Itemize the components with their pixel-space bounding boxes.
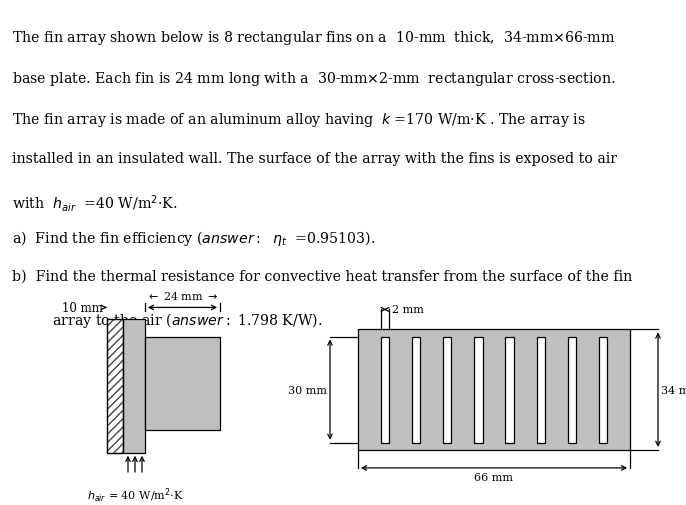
Bar [145, 337, 220, 430]
Bar [568, 337, 576, 443]
Bar [443, 337, 451, 443]
Text: base plate. Each fin is 24 mm long with a  30-mm$\times$2-mm  rectangular cross-: base plate. Each fin is 24 mm long with … [12, 70, 616, 88]
Text: with  $h_\mathit{air}$  =40 W/m$^2$$\cdot$K.: with $h_\mathit{air}$ =40 W/m$^2$$\cdot$… [12, 193, 178, 214]
Bar [506, 337, 514, 443]
Bar [107, 320, 123, 453]
Text: b)  Find the thermal resistance for convective heat transfer from the surface of: b) Find the thermal resistance for conve… [12, 269, 632, 283]
Bar [536, 337, 545, 443]
Text: 10 mm: 10 mm [62, 301, 103, 314]
Text: The fin array shown below is 8 rectangular fins on a  10-mm  thick,  34-mm$\time: The fin array shown below is 8 rectangul… [12, 29, 616, 47]
Bar [474, 337, 482, 443]
Text: The fin array is made of an aluminum alloy having  $k$ =170 W/m$\cdot$K . The ar: The fin array is made of an aluminum all… [12, 111, 586, 129]
Text: 34 mm: 34 mm [661, 385, 686, 395]
Text: a)  Find the fin efficiency ($\mathit{answer:}$  $\eta_t$  =0.95103).: a) Find the fin efficiency ($\mathit{ans… [12, 228, 376, 247]
Text: 66 mm: 66 mm [475, 472, 514, 482]
Bar [107, 320, 123, 453]
Text: 2 mm: 2 mm [392, 305, 424, 315]
Bar [412, 337, 421, 443]
Text: $\leftarrow$ 24 mm $\rightarrow$: $\leftarrow$ 24 mm $\rightarrow$ [146, 290, 219, 302]
Text: installed in an insulated wall. The surface of the array with the fins is expose: installed in an insulated wall. The surf… [12, 152, 617, 166]
Bar [381, 337, 389, 443]
Text: 30 mm: 30 mm [288, 385, 327, 395]
Bar [123, 320, 145, 453]
Text: array to the air ($\mathit{answer:}$ 1.798 K/W).: array to the air ($\mathit{answer:}$ 1.7… [29, 310, 322, 329]
Bar [599, 337, 607, 443]
Text: $h_\mathit{air}$ = 40 W/m$^2$$\cdot$K: $h_\mathit{air}$ = 40 W/m$^2$$\cdot$K [86, 486, 183, 504]
Bar [107, 320, 123, 453]
Bar [358, 330, 630, 450]
